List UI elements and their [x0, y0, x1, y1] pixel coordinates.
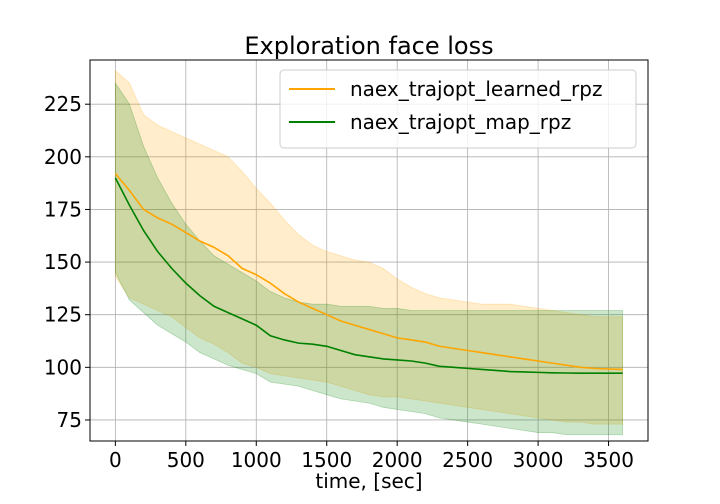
legend-label-map: naex_trajopt_map_rpz	[350, 110, 571, 134]
x-tick-label: 500	[167, 448, 205, 472]
legend: naex_trajopt_learned_rpz naex_trajopt_ma…	[279, 69, 637, 149]
x-axis-label: time, [sec]	[315, 469, 422, 493]
y-tick-label: 200	[44, 145, 82, 169]
x-tick-label: 1000	[231, 448, 282, 472]
y-tick-label: 175	[44, 197, 82, 221]
x-tick-label: 3500	[583, 448, 634, 472]
y-axis-ticks: 75 100 125 150 175 200 225	[44, 92, 90, 432]
series-lines	[114, 173, 623, 375]
x-tick-label: 1500	[301, 448, 352, 472]
x-tick-label: 0	[109, 448, 122, 472]
confidence-band-learned	[114, 69, 624, 425]
chart-title: Exploration face loss	[244, 32, 493, 60]
y-tick-label: 225	[44, 92, 82, 116]
confidence-bands	[114, 69, 624, 436]
x-axis-ticks: 0 500 1000 1500 2000 2500 3000 3500	[109, 441, 634, 472]
legend-box	[279, 69, 637, 149]
x-tick-label: 3000	[513, 448, 564, 472]
x-tick-label: 2000	[372, 448, 423, 472]
confidence-band-map	[114, 81, 624, 436]
y-tick-label: 150	[44, 250, 82, 274]
legend-label-learned: naex_trajopt_learned_rpz	[350, 77, 602, 101]
y-tick-label: 100	[44, 355, 82, 379]
y-tick-label: 125	[44, 303, 82, 327]
y-tick-label: 75	[57, 408, 82, 432]
series-line-map	[114, 177, 623, 375]
plot-frame	[89, 59, 649, 442]
x-tick-label: 2500	[442, 448, 493, 472]
series-line-learned	[114, 173, 623, 371]
